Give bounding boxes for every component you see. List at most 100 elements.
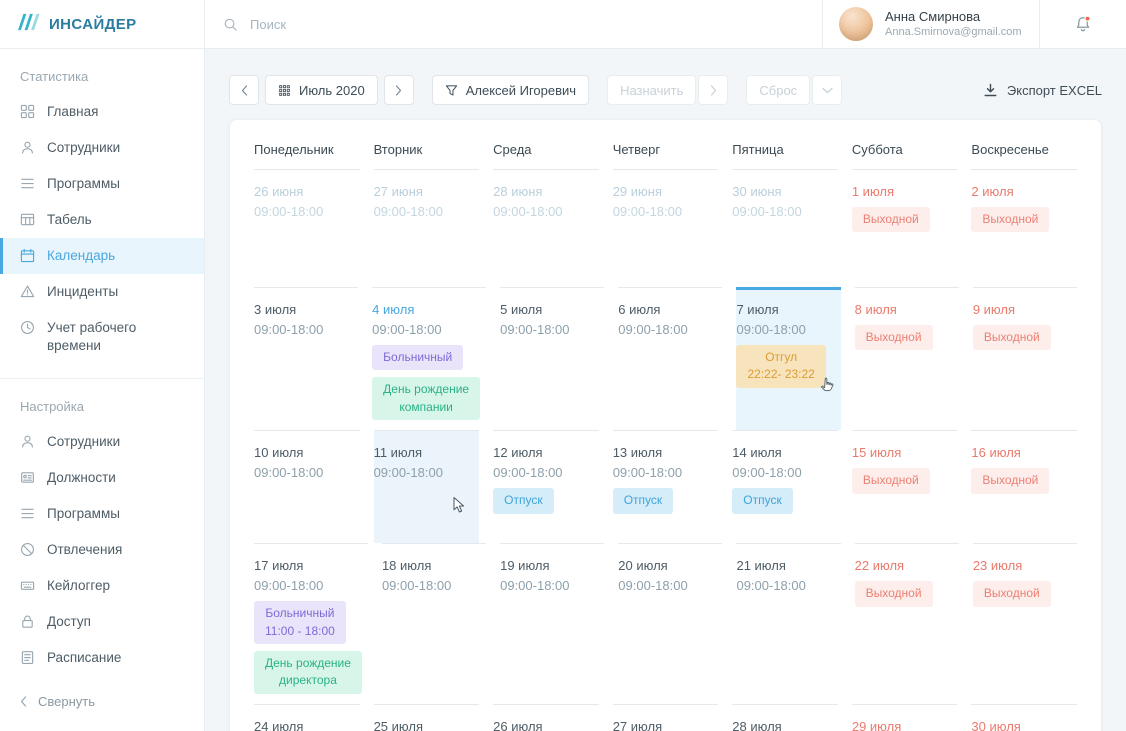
calendar-week-row: 17 июля 09:00-18:00 Больничный 11:00 - 18:0… <box>230 543 1101 704</box>
sidebar-item-positions[interactable]: Должности <box>0 460 204 496</box>
sidebar-item-timesheet[interactable]: Табель <box>0 202 204 238</box>
day-cell[interactable]: 11 июля 09:00-18:00 <box>373 430 480 544</box>
day-cell[interactable]: 17 июля 09:00-18:00 Больничный 11:00 - 18:0… <box>254 543 368 704</box>
sidebar-item-programs-settings[interactable]: Программы <box>0 496 204 532</box>
day-cell[interactable]: 30 июня 09:00-18:00 <box>732 170 838 287</box>
day-cell[interactable]: 23 июля Выходной <box>972 543 1077 704</box>
export-excel-button[interactable]: Экспорт EXCEL <box>983 83 1102 98</box>
day-cell[interactable]: 9 июля Выходной <box>972 287 1077 430</box>
collapse-label: Свернуть <box>38 694 96 709</box>
day-cell[interactable]: 28 июня 09:00-18:00 <box>493 170 599 287</box>
sidebar-item-programs[interactable]: Программы <box>0 166 204 202</box>
event-badge-holiday[interactable]: Выходной <box>854 325 933 351</box>
event-badge-holiday[interactable]: Выходной <box>854 581 933 607</box>
day-cell[interactable]: 14 июля 09:00-18:00 Отпуск <box>732 430 838 543</box>
sidebar-item-label: Расписание <box>47 650 122 665</box>
user-name: Анна Смирнова <box>885 9 981 24</box>
day-cell[interactable]: 4 июля 09:00-18:00 Больничный День рождение… <box>372 287 487 430</box>
employee-filter-button[interactable]: Алексей Игоревич <box>431 75 590 105</box>
app-logo[interactable]: ИНСАЙДЕР <box>0 0 204 49</box>
day-cell[interactable]: 7 июля 09:00-18:00 Отгул 22:22- 23:22 <box>736 287 841 431</box>
sidebar-item-keylogger[interactable]: Кейлоггер <box>0 568 204 604</box>
event-badge-birthday[interactable]: День рождение директора <box>254 650 362 694</box>
day-cell[interactable]: 22 июля Выходной <box>854 543 959 704</box>
person-icon <box>20 140 35 155</box>
weekday-header: Вторник <box>373 142 480 170</box>
day-cell[interactable]: 13 июля 09:00-18:00 Отпуск <box>612 430 719 543</box>
day-cell[interactable]: 15 июля Выходной <box>851 430 958 543</box>
month-picker-button[interactable]: Июль 2020 <box>265 75 378 105</box>
event-badge-holiday[interactable]: Выходной <box>971 207 1050 233</box>
day-date-label: 16 июля <box>971 445 1021 461</box>
sidebar-item-distractions[interactable]: Отвлечения <box>0 532 204 568</box>
weekday-header: Понедельник <box>254 142 360 170</box>
sidebar-section-title: Настройка <box>20 399 84 414</box>
user-profile[interactable]: Анна Смирнова Anna.Smirnova@gmail.com <box>822 0 1039 48</box>
sidebar-item-employees-settings[interactable]: Сотрудники <box>0 424 204 460</box>
sidebar-item-label: Инциденты <box>47 284 119 299</box>
day-cell[interactable]: 2 июля Выходной <box>971 170 1077 287</box>
day-time-label: 09:00-18:00 <box>254 204 324 219</box>
event-badge-vacation[interactable]: Отпуск <box>612 488 674 514</box>
day-cell[interactable]: 1 июля Выходной <box>851 170 958 287</box>
event-badge-vacation[interactable]: Отпуск <box>493 488 554 514</box>
sidebar-item-label: Должности <box>47 470 116 485</box>
day-cell[interactable]: 27 июня 09:00-18:00 <box>374 170 480 287</box>
sidebar-item-schedule[interactable]: Расписание <box>0 640 204 676</box>
day-cell[interactable]: 19 июля 09:00-18:00 <box>500 543 605 704</box>
collapse-sidebar-button[interactable]: Свернуть <box>0 678 204 731</box>
prev-month-button[interactable] <box>229 75 259 105</box>
event-badge-holiday[interactable]: Выходной <box>972 325 1051 351</box>
sidebar-divider <box>0 378 204 379</box>
event-badge-holiday[interactable]: Выходной <box>972 581 1051 607</box>
notifications-button[interactable] <box>1039 0 1126 48</box>
day-cell[interactable]: 5 июля 09:00-18:00 <box>500 287 605 430</box>
sidebar-item-calendar[interactable]: Календарь <box>0 238 204 274</box>
lock-icon <box>20 614 35 629</box>
day-cell[interactable]: 29 июня 09:00-18:00 <box>613 170 719 287</box>
event-badge-sick[interactable]: Больничный 11:00 - 18:00 <box>254 601 346 644</box>
day-cell[interactable]: 21 июля 09:00-18:00 <box>736 543 841 704</box>
event-badge-timeoff[interactable]: Отгул 22:22- 23:22 <box>736 345 826 388</box>
day-cell[interactable]: 18 июля 09:00-18:00 <box>381 543 487 704</box>
assign-next-button[interactable] <box>698 75 729 105</box>
day-cell[interactable]: 26 июня 09:00-18:00 <box>254 170 360 287</box>
sidebar-item-access[interactable]: Доступ <box>0 604 204 640</box>
day-cell[interactable]: 6 июля 09:00-18:00 <box>618 287 723 430</box>
next-month-button[interactable] <box>383 75 414 105</box>
reset-button[interactable]: Сброс <box>746 75 811 105</box>
day-cell[interactable]: 3 июля 09:00-18:00 <box>254 287 359 430</box>
event-badge-holiday[interactable]: Выходной <box>971 468 1050 494</box>
event-badge-holiday[interactable]: Выходной <box>851 468 930 494</box>
event-badge-holiday[interactable]: Выходной <box>851 207 930 233</box>
sidebar-item-incidents[interactable]: Инциденты <box>0 274 204 310</box>
event-badge-vacation[interactable]: Отпуск <box>732 488 793 514</box>
sidebar-item-employees[interactable]: Сотрудники <box>0 130 204 166</box>
calendar-card: Понедельник Вторник Среда Четверг Пятница Суб… <box>229 119 1102 731</box>
sidebar-item-main[interactable]: Главная <box>0 94 204 130</box>
sidebar-item-time-tracking[interactable]: Учет рабочего времени <box>0 310 204 364</box>
day-cell[interactable]: 10 июля 09:00-18:00 <box>254 430 360 543</box>
weekday-header: Среда <box>493 142 599 170</box>
day-cell[interactable]: 16 июля Выходной <box>971 430 1077 543</box>
day-cell[interactable]: 12 июля 09:00-18:00 Отпуск <box>493 430 599 543</box>
day-cell[interactable]: 8 июля Выходной <box>854 287 959 430</box>
assign-button[interactable]: Назначить <box>607 75 697 105</box>
day-cell[interactable]: 20 июля 09:00-18:00 <box>618 543 723 704</box>
event-badge-birthday[interactable]: День рождение компании <box>372 377 481 421</box>
day-date-label: 17 июля <box>254 558 304 574</box>
day-time-label: 09:00-18:00 <box>372 322 442 337</box>
person-icon <box>20 434 35 449</box>
search-bar[interactable] <box>205 0 822 48</box>
reset-dropdown-button[interactable] <box>812 75 843 105</box>
event-badge-sick[interactable]: Больничный <box>372 345 464 371</box>
search-icon <box>223 17 238 32</box>
search-input[interactable] <box>248 15 804 33</box>
